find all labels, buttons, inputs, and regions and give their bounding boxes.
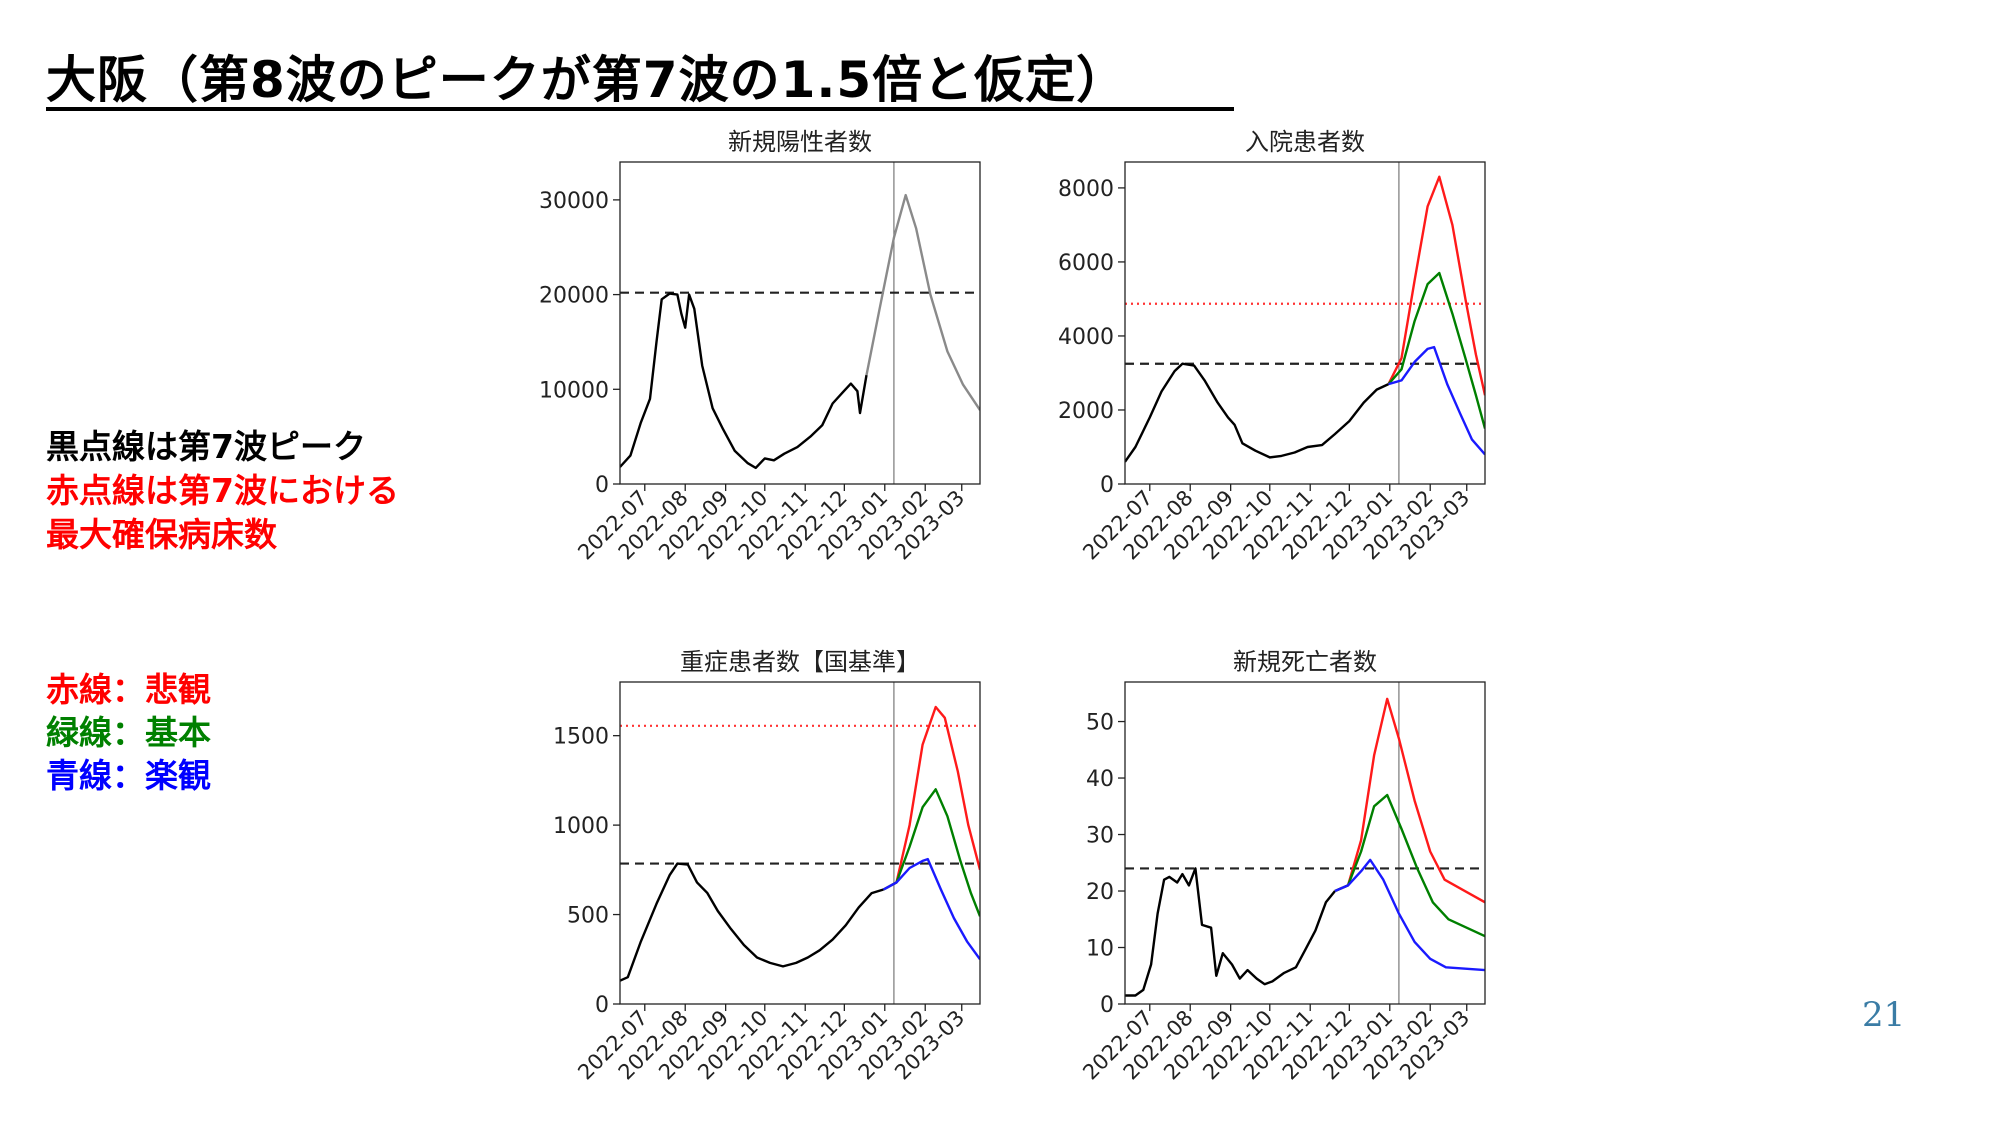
chart-title: 入院患者数: [1245, 128, 1365, 156]
series-projection: [865, 193, 980, 411]
series-pessimistic: [1334, 697, 1485, 904]
y-tick-label: 30000: [539, 189, 609, 214]
series-observed: [620, 862, 884, 982]
legend-green-line: 緑線：基本: [46, 713, 211, 752]
chart-title: 重症患者数【国基準】: [680, 648, 920, 676]
y-tick-label: 4000: [1058, 325, 1114, 350]
chart-severe: 重症患者数【国基準】0500100015002022-072022-082022…: [553, 648, 981, 1085]
series-observed: [620, 292, 868, 470]
slide-title: 大阪（第8波のピークが第7波の1.5倍と仮定）: [46, 51, 1128, 109]
y-tick-label: 10: [1086, 937, 1114, 962]
series-base: [1387, 271, 1485, 429]
y-tick-label: 30: [1086, 824, 1114, 849]
y-tick-label: 40: [1086, 767, 1114, 792]
page-number: 21: [1862, 995, 1906, 1035]
series-optimistic: [882, 857, 980, 961]
plot-frame: [1124, 161, 1486, 485]
y-tick-label: 500: [567, 904, 609, 929]
y-tick-label: 50: [1086, 711, 1114, 736]
note-black-dotted: 黒点線は第7波ピーク: [46, 427, 366, 466]
y-tick-label: 20000: [539, 284, 609, 309]
plot-frame: [619, 681, 981, 1005]
y-tick-label: 1500: [553, 725, 609, 750]
series-pessimistic: [882, 705, 980, 891]
y-tick-label: 0: [595, 993, 609, 1018]
legend-blue-line: 青線：楽観: [46, 756, 211, 795]
chart-hospitalized: 入院患者数020004000600080002022-072022-082022…: [1058, 128, 1486, 565]
series-base: [882, 788, 980, 917]
chart-new-positives: 新規陽性者数01000020000300002022-072022-082022…: [539, 128, 981, 565]
chart-title: 新規死亡者数: [1233, 648, 1377, 676]
series-optimistic: [1388, 345, 1485, 456]
series-pessimistic: [1387, 175, 1485, 396]
plot-frame: [1124, 681, 1486, 1005]
chart-title: 新規陽性者数: [728, 128, 872, 156]
y-tick-label: 1000: [553, 814, 609, 839]
y-tick-label: 8000: [1058, 177, 1114, 202]
series-base: [1334, 793, 1485, 938]
y-tick-label: 0: [1100, 993, 1114, 1018]
note-red-dotted-line1: 赤点線は第7波における: [46, 471, 399, 510]
y-tick-label: 0: [595, 473, 609, 498]
note-red-dotted-line2: 最大確保病床数: [46, 515, 277, 554]
y-tick-label: 2000: [1058, 399, 1114, 424]
y-tick-label: 20: [1086, 880, 1114, 905]
y-tick-label: 0: [1100, 473, 1114, 498]
y-tick-label: 6000: [1058, 251, 1114, 276]
legend-red-line: 赤線：悲観: [46, 670, 211, 709]
series-observed: [1125, 867, 1336, 997]
title-underline: [46, 107, 1234, 111]
plot-frame: [619, 161, 981, 485]
y-tick-label: 10000: [539, 378, 609, 403]
series-observed: [1125, 362, 1390, 463]
series-optimistic: [1334, 858, 1485, 972]
chart-deaths: 新規死亡者数010203040502022-072022-082022-0920…: [1078, 648, 1486, 1085]
